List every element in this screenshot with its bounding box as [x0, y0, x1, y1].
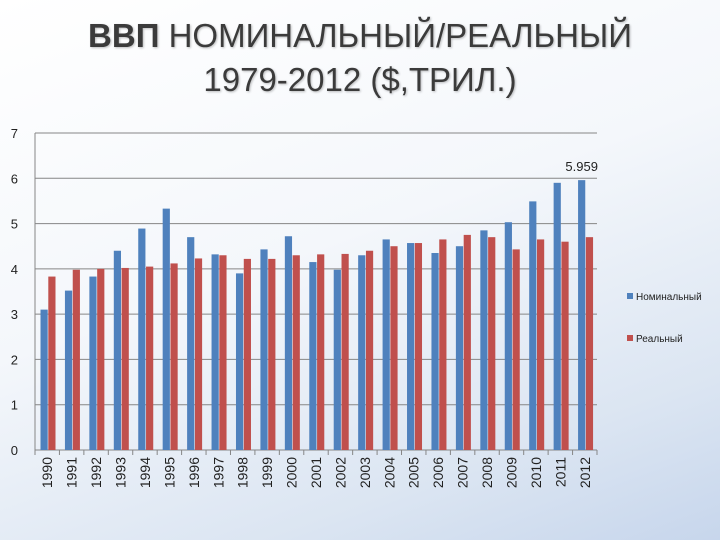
x-tick-label: 1993	[113, 457, 129, 488]
y-tick-label: 7	[11, 126, 18, 141]
x-tick-label: 1999	[259, 457, 275, 488]
x-tick-label: 1995	[161, 457, 177, 488]
real-bar	[219, 255, 227, 450]
real-bar	[463, 234, 471, 450]
title-bold-part: ВВП	[88, 17, 160, 54]
legend-swatch	[627, 293, 633, 299]
x-tick-label: 2003	[357, 457, 373, 488]
nominal-bar	[284, 236, 293, 450]
nominal-bar	[407, 243, 415, 450]
real-bar	[561, 241, 569, 450]
y-tick-label: 3	[11, 307, 18, 322]
nominal-bar	[89, 276, 97, 450]
legend-swatch	[627, 335, 633, 341]
nominal-bar	[553, 182, 561, 451]
title-rest-part: НОМИНАЛЬНЫЙ/РЕАЛЬНЫЙ	[168, 17, 632, 54]
x-tick-label: 2000	[284, 457, 300, 488]
legend-label: Номинальный	[636, 292, 702, 303]
y-tick-label: 4	[11, 262, 18, 277]
nominal-bar	[382, 239, 390, 450]
x-tick-label: 2009	[503, 457, 519, 488]
x-tick-label: 1996	[186, 457, 202, 488]
y-tick-label: 5	[11, 217, 18, 232]
title-line-2: 1979-2012 ($,ТРИЛ.)	[203, 61, 517, 98]
x-tick-label: 2005	[406, 457, 422, 488]
data-label: 5.959	[565, 159, 598, 174]
real-bar	[170, 263, 178, 450]
real-bar	[439, 239, 447, 450]
nominal-bar	[260, 249, 268, 450]
nominal-bar	[138, 228, 146, 450]
nominal-bar	[64, 290, 73, 450]
nominal-bar	[431, 253, 439, 450]
legend-label: Реальный	[636, 334, 683, 345]
nominal-bar	[211, 254, 219, 450]
x-tick-label: 1991	[64, 457, 80, 488]
x-tick-label: 2008	[479, 457, 495, 488]
y-tick-label: 6	[11, 171, 18, 186]
y-tick-label: 0	[11, 443, 18, 458]
x-tick-label: 1990	[39, 457, 55, 488]
y-tick-label: 1	[11, 398, 18, 413]
nominal-bar	[358, 255, 366, 450]
x-tick-label: 2006	[430, 457, 446, 488]
y-tick-label: 2	[11, 352, 18, 367]
nominal-bar	[162, 208, 170, 450]
real-bar	[268, 258, 276, 450]
real-bar	[414, 243, 423, 450]
real-bar	[536, 239, 545, 450]
x-tick-label: 2004	[381, 457, 397, 488]
real-bar	[48, 276, 56, 450]
nominal-bar	[504, 222, 512, 450]
real-bar	[585, 237, 594, 450]
x-tick-label: 2007	[455, 457, 471, 488]
nominal-bar	[309, 262, 317, 450]
x-tick-label: 1997	[210, 457, 226, 488]
x-tick-label: 1994	[137, 457, 153, 488]
nominal-bar	[578, 180, 586, 450]
nominal-bar	[187, 237, 195, 450]
real-bar	[121, 267, 129, 450]
real-bar	[512, 249, 520, 450]
real-bar	[146, 266, 154, 450]
real-bar	[317, 254, 325, 450]
real-bar	[390, 246, 398, 450]
nominal-bar	[455, 246, 464, 450]
nominal-bar	[113, 250, 122, 450]
real-bar	[72, 269, 80, 450]
real-bar	[194, 258, 203, 450]
real-bar	[97, 268, 105, 450]
title-line-1: ВВП НОМИНАЛЬНЫЙ/РЕАЛЬНЫЙ	[0, 14, 720, 58]
nominal-bar	[529, 201, 537, 450]
nominal-bar	[333, 269, 341, 450]
real-bar	[341, 253, 349, 450]
nominal-bar	[480, 230, 488, 450]
x-tick-label: 1992	[88, 457, 104, 488]
x-tick-label: 2011	[552, 457, 568, 487]
real-bar	[243, 258, 251, 450]
real-bar	[292, 255, 300, 450]
nominal-bar	[235, 273, 244, 450]
x-tick-label: 2010	[528, 457, 544, 488]
x-tick-label: 2012	[577, 457, 593, 488]
x-tick-label: 1998	[235, 457, 251, 488]
chart-title: ВВП НОМИНАЛЬНЫЙ/РЕАЛЬНЫЙ 1979-2012 ($,ТР…	[0, 14, 720, 102]
x-tick-label: 2001	[308, 457, 324, 488]
real-bar	[488, 237, 496, 450]
real-bar	[365, 250, 374, 450]
x-tick-label: 2002	[332, 457, 348, 488]
nominal-bar	[40, 309, 48, 450]
